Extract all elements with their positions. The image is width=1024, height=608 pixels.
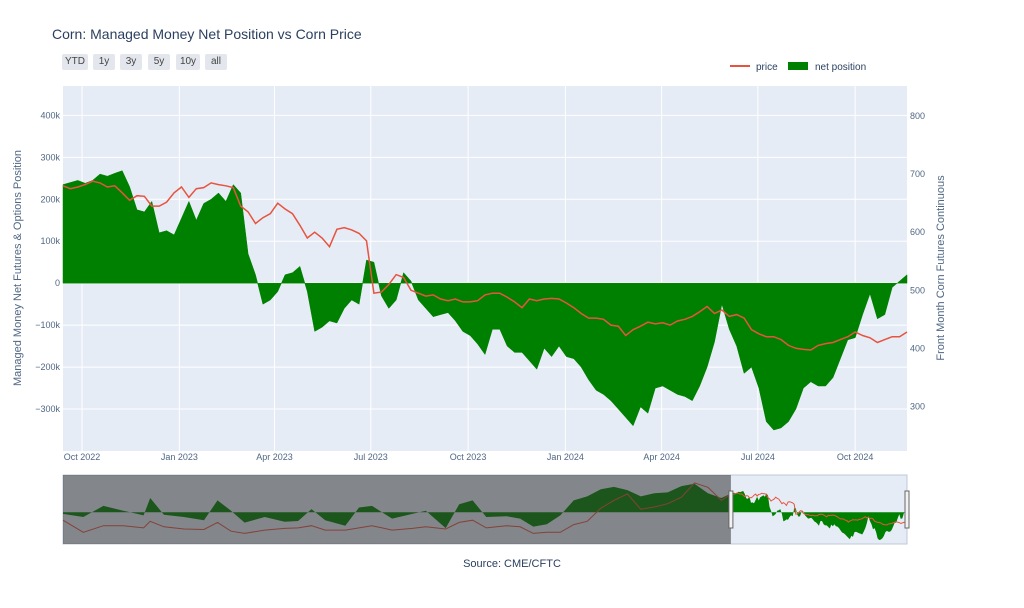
y-left-tick-label: 300k [40,152,60,162]
legend-price-label[interactable]: price [756,62,778,73]
range-slider-handle-left[interactable] [728,490,734,529]
y-left-tick-label: 400k [40,110,60,120]
range-button-ytd[interactable]: YTD [62,54,88,70]
price-line [62,180,908,351]
x-tick-label: Jul 2024 [741,452,775,462]
x-tick-label: Oct 2023 [450,452,487,462]
source-note: Source: CME/CFTC [463,558,561,570]
y-left-tick-label: 100k [40,236,60,246]
y-left-tick-label: −100k [35,320,60,330]
x-tick-label: Jan 2023 [161,452,198,462]
range-button-3y[interactable]: 3y [120,54,142,70]
range-slider[interactable] [62,474,910,545]
y-left-tick-label: 0 [55,278,60,288]
x-tick-label: Jul 2023 [354,452,388,462]
net-position-area [62,170,908,431]
legend-net-position-swatch[interactable] [788,62,808,70]
legend-net-position-label[interactable]: net position [815,62,866,73]
range-button-all[interactable]: all [205,54,227,70]
legend: price net position [730,62,866,73]
x-tick-label: Apr 2024 [643,452,680,462]
x-tick-label: Jan 2024 [547,452,584,462]
range-slider-handle-right[interactable] [904,490,910,529]
price-line-layer [62,180,908,351]
y-left-tick-label: −300k [35,404,60,414]
x-tick-label: Oct 2022 [64,452,101,462]
y-axis-left-label: Managed Money Net Futures & Options Posi… [12,150,24,386]
y-right-tick-label: 400 [910,343,925,353]
y-right-tick-label: 700 [910,169,925,179]
y-left-tick-label: −200k [35,362,60,372]
x-tick-label: Apr 2023 [256,452,293,462]
range-button-5y[interactable]: 5y [148,54,170,70]
y-axis-right-label: Front Month Corn Futures Continuous [935,175,947,361]
range-button-10y[interactable]: 10y [176,54,200,70]
x-tick-label: Oct 2024 [837,452,874,462]
range-button-1y[interactable]: 1y [93,54,115,70]
range-slider-unselected-mask[interactable] [63,475,731,544]
chart-title: Corn: Managed Money Net Position vs Corn… [52,26,362,42]
net-position-area-layer [62,170,908,431]
y-right-tick-label: 500 [910,285,925,295]
y-right-tick-label: 800 [910,111,925,121]
y-left-tick-label: 200k [40,194,60,204]
y-right-tick-label: 600 [910,227,925,237]
y-right-tick-label: 300 [910,401,925,411]
axis-ticks: Oct 2022 Jan 2023 Apr 2023 Jul 2023 Oct 2023… [35,110,925,462]
